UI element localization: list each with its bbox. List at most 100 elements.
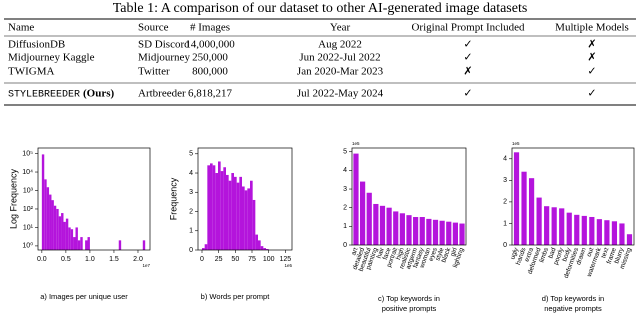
x-tick-label: ugly (509, 246, 520, 260)
table-cell: ✓ (587, 66, 596, 78)
bar (379, 205, 386, 245)
histogram-bar (80, 237, 83, 250)
bar (426, 218, 432, 245)
histogram-bar (244, 190, 248, 250)
x-tick-label: hair (376, 246, 387, 259)
header-cell: Original Prompt Included (411, 22, 525, 34)
y-tick-label: 10² (23, 206, 34, 213)
table-cell: ✗ (587, 39, 596, 51)
histogram-bar (63, 221, 66, 250)
bar (521, 171, 527, 245)
histogram-bar (212, 165, 216, 250)
histogram-bar (56, 208, 59, 250)
table-cell: 6,818,217 (188, 88, 233, 100)
histogram-bar (215, 173, 218, 250)
table-cell: DiffusionDB (8, 39, 65, 51)
bar (432, 219, 439, 245)
table-cell: ✓ (463, 88, 472, 100)
x-tick-label: 125 (279, 256, 291, 263)
histogram-bar (46, 187, 50, 250)
y-tick-label: 10⁵ (22, 150, 33, 157)
caption: b) Words per prompt (201, 292, 271, 301)
plot-frame (197, 147, 293, 251)
bar (419, 217, 425, 245)
y-tick-label: 0 (189, 247, 193, 254)
header-cell: Year (330, 22, 351, 34)
histogram-bar (252, 199, 256, 250)
x-tick-label: 25 (215, 256, 223, 263)
histogram-bar (142, 240, 146, 250)
x-tick-label: 75 (248, 256, 256, 263)
histogram-bar (41, 154, 45, 250)
y-tick-label: 10⁴ (22, 169, 33, 176)
bar (536, 197, 542, 245)
x-tick-label: 0.5 (61, 256, 71, 263)
table-title: Table 1: A comparison of our dataset to … (113, 1, 528, 16)
header-cell: Name (8, 22, 34, 34)
histogram-bar (58, 216, 62, 250)
x-tick-label: girl (449, 246, 459, 257)
table-cell: ✗ (463, 66, 472, 78)
histogram-bar (68, 227, 71, 250)
y-tick-label: 10³ (23, 187, 34, 194)
histogram-bar (210, 163, 213, 250)
table-cell: 250,000 (192, 52, 228, 64)
y-tick-label: 1 (343, 223, 347, 230)
table-cell: SD Discord (138, 39, 190, 51)
bar (551, 207, 557, 245)
histogram-bar (247, 188, 250, 250)
x-offset-label: 1e7 (142, 263, 150, 268)
histogram-bar (53, 205, 57, 250)
y-tick-label: 4 (343, 167, 347, 174)
bar (386, 207, 392, 245)
histogram-bar (75, 227, 78, 250)
table-cell: Midjourney (138, 52, 190, 64)
x-tick-label: 100 (263, 256, 275, 263)
charts: 10⁰ 10¹ 10² 10³ 10⁴ 10⁵ 0.0 0.5 1.0 1.5 2.0 Log Fre… (8, 141, 635, 313)
histogram-bar (49, 194, 52, 250)
bar (513, 152, 520, 245)
y-tick-label: 3 (343, 186, 347, 193)
histogram-bar (70, 229, 74, 250)
bar (439, 220, 445, 245)
table-cell: ✗ (587, 52, 596, 64)
histogram-bar (51, 200, 54, 250)
table-cell: ✓ (463, 39, 472, 51)
bar (528, 178, 535, 245)
header-cell: Source (138, 22, 169, 34)
histogram-bar (118, 240, 122, 250)
y-tick-label: 0 (343, 242, 347, 249)
table-cell: Midjourney Kaggle (8, 52, 95, 64)
histogram-bar (236, 182, 240, 250)
caption: a) Images per unique user (40, 292, 128, 301)
x-tick-label: body (561, 246, 573, 262)
histogram-bar (258, 240, 261, 250)
caption: d) Top keywords in (542, 294, 604, 303)
table-cell: STYLEBREEDER (8, 90, 80, 101)
histogram-bar (87, 237, 90, 250)
y-offset-label: 1e5 (352, 141, 360, 146)
histogram-bar (220, 171, 224, 250)
plot-frame (511, 147, 635, 246)
y-tick-label: 1 (503, 220, 507, 227)
bar (604, 220, 610, 245)
histogram-bar (65, 218, 69, 250)
table-cell: Artbreeder (138, 88, 186, 100)
table-cell: Aug 2022 (318, 39, 362, 51)
table-cell: Jun 2022-Jul 2022 (299, 52, 380, 64)
bar (619, 223, 625, 245)
table-cell: ✓ (587, 88, 596, 100)
y-axis-label: Frequency (168, 177, 178, 220)
table-cell: 14,000,000 (185, 39, 235, 51)
histogram-bar (228, 180, 232, 250)
x-tick-label: 2.0 (133, 256, 143, 263)
bar (373, 203, 379, 245)
y-offset-label: 1e5 (512, 141, 520, 146)
y-tick-label: 5 (343, 149, 347, 156)
x-tick-label: 1.5 (109, 256, 119, 263)
histogram-bar (242, 186, 245, 250)
x-tick-label: out (586, 247, 596, 258)
histogram-bar (44, 179, 47, 250)
histogram-bar (239, 176, 242, 250)
